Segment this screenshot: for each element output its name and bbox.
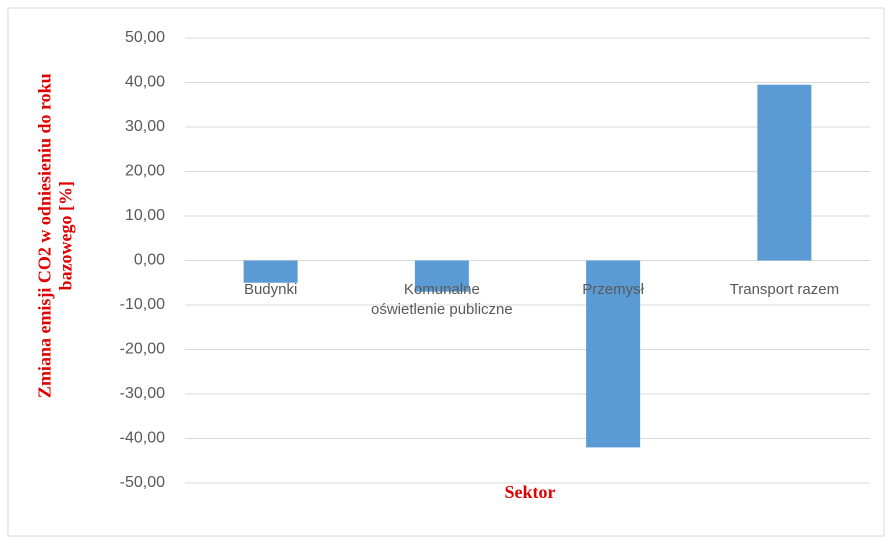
bar: [586, 260, 641, 448]
y-tick-label: 30,00: [125, 118, 165, 135]
y-tick-label: 50,00: [125, 29, 165, 46]
x-tick-label: Przemysł: [582, 280, 644, 298]
y-tick-label: -50,00: [120, 474, 165, 491]
x-axis-title: Sektor: [504, 482, 556, 502]
y-tick-label: 0,00: [134, 252, 165, 269]
y-axis-title: Zmiana emisji CO2 w odniesieniu do roku …: [34, 73, 75, 399]
y-tick-label: 20,00: [125, 163, 165, 180]
bar: [414, 260, 469, 292]
x-tick-label: Budynki: [243, 280, 298, 298]
bar: [243, 260, 298, 283]
y-tick-label: -30,00: [120, 385, 165, 402]
y-tick-label: 10,00: [125, 207, 165, 224]
y-tick-label: -20,00: [120, 341, 165, 358]
y-tick-label: -10,00: [120, 296, 165, 313]
y-tick-label: 40,00: [125, 74, 165, 91]
y-tick-label: -40,00: [120, 430, 165, 447]
x-tick-label: Transport razem: [729, 280, 840, 298]
bar: [757, 84, 812, 261]
x-tick-label: Komunalne oświetlenie publiczne: [370, 280, 513, 318]
